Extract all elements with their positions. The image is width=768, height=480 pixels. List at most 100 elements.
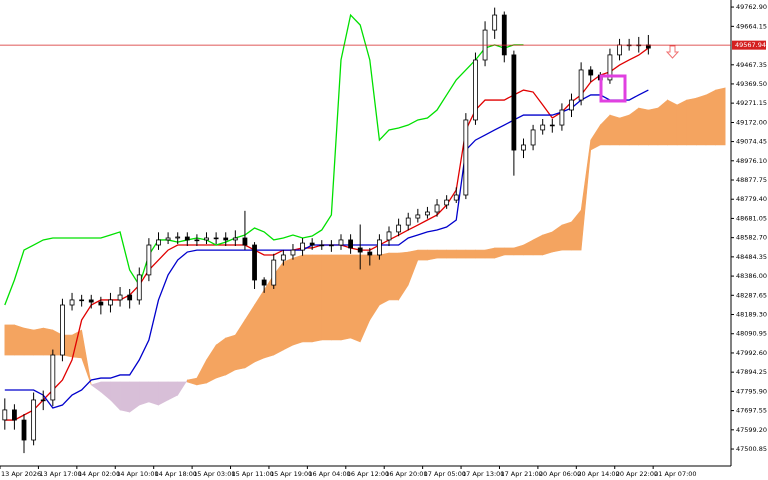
cloud-segment [676,99,688,146]
candle-body [98,301,104,306]
x-tick-label: 16 Apr 12:00 [347,470,389,478]
candle-body [405,217,411,226]
cloud-segment [686,97,697,146]
x-tick-label: 14 Apr 10:00 [116,470,158,478]
x-tick-label: 20 Apr 06:00 [539,470,581,478]
x-tick-label: 13 Apr 17:00 [39,470,81,478]
cloud-segment [648,107,659,146]
y-tick-label: 47500.85 [736,445,767,453]
x-tick-label: 20 Apr 22:00 [616,470,658,478]
cloud-segment [657,99,668,146]
cloud-segment [436,249,447,259]
y-tick-label: 48877.75 [736,176,767,184]
candle-body [88,299,94,303]
candle-body [50,354,56,401]
candle-body [549,124,555,127]
cloud-layer [4,87,726,413]
cloud-segment [302,254,313,343]
candle-body [12,409,17,421]
y-tick-label: 48582.70 [736,234,767,242]
y-tick-label: 47795.90 [736,387,767,395]
cloud-segment [503,247,515,256]
cloud-segment [561,221,572,251]
cloud-segment [705,89,716,146]
cloud-segment [321,254,332,341]
y-tick-label: 48681.05 [736,214,767,222]
candle-body [40,399,46,402]
cloud-segment [417,249,428,261]
cloud-segment [609,114,620,146]
cloud-segment [81,329,92,386]
candle-body [540,124,546,131]
cloud-segment [119,381,130,413]
cloud-segment [33,327,44,356]
cloud-segment [475,249,486,259]
cloud-segment [340,254,351,341]
candle-body [184,236,190,241]
candle-body [367,251,373,256]
candle-body [348,239,353,249]
candle-body [377,239,382,256]
y-tick-label: 48287.65 [736,291,767,299]
candle-body [117,294,123,301]
candle-body [309,242,315,246]
candle-body [79,299,85,302]
x-tick-label: 16 Apr 20:00 [385,470,427,478]
candle-body [108,299,113,306]
candle-body [21,419,27,441]
candle-body [415,214,421,219]
y-tick-label: 48189.30 [736,311,767,319]
cloud-segment [283,257,294,351]
indicator-line [4,89,649,409]
y-tick-label: 47697.55 [736,407,767,415]
cloud-segment [350,254,361,343]
candle-body [588,69,594,76]
candle-body [569,99,574,111]
y-tick-label: 48386.00 [736,272,767,280]
cloud-segment [331,254,342,341]
candle-body [242,237,248,246]
x-tick-label: 17 Apr 21:00 [500,470,542,478]
candle-body [434,204,440,213]
candle-body [252,244,257,281]
y-tick-label: 49467.35 [736,61,767,69]
candle-body [127,294,133,301]
y-tick-label: 49664.15 [736,22,767,30]
cloud-segment [292,254,303,346]
candle-body [492,14,498,31]
cloud-segment [484,247,495,259]
candle-body [425,211,430,216]
cloud-segment [23,327,34,356]
candle-body [175,236,181,239]
candle-body [444,199,450,206]
candle-body [463,119,469,196]
y-tick-label: 47894.25 [736,368,767,376]
candle-body [530,129,536,146]
y-tick-label: 48976.10 [736,157,767,165]
y-tick-label: 49172.00 [736,119,767,127]
candle-body [521,144,526,151]
cloud-segment [148,381,159,406]
cloud-segment [455,249,467,259]
x-tick-label: 15 Apr 11:00 [232,470,274,478]
x-tick-label: 13 Apr 2026 [1,470,41,478]
cloud-segment [465,249,476,259]
candle-body [319,244,325,247]
candle-body [501,14,507,56]
x-tick-label: 16 Apr 04:00 [308,470,350,478]
candle-body [578,69,584,101]
x-tick-label: 17 Apr 05:00 [424,470,466,478]
y-tick-label: 47992.60 [736,349,767,357]
candle-body [357,247,363,253]
y-tick-label: 48484.35 [736,253,767,261]
cloud-segment [427,249,438,261]
cloud-segment [388,252,399,301]
cloud-segment [215,337,227,379]
candle-body [280,254,286,261]
cloud-segment [263,273,275,359]
candle-body [213,237,219,240]
price-label-box [732,40,766,50]
